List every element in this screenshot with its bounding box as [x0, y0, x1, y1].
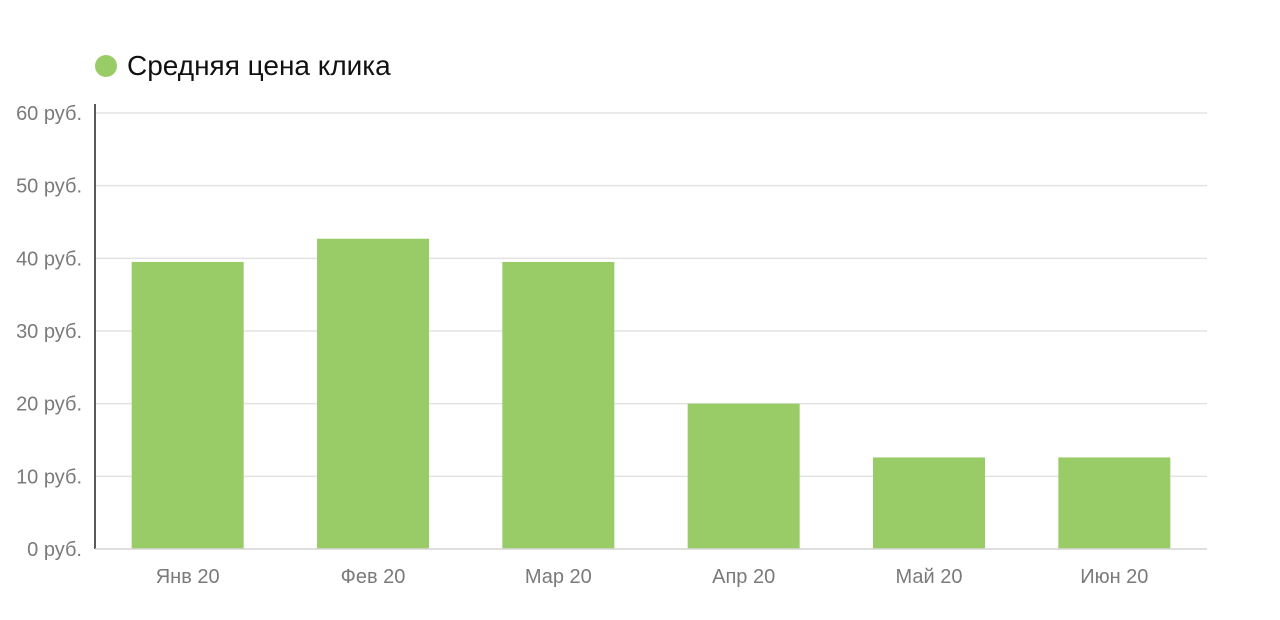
y-tick-label: 50 руб.: [16, 176, 82, 198]
x-tick-label: Мар 20: [525, 566, 592, 588]
legend[interactable]: Средняя цена клика: [95, 50, 391, 82]
x-tick-label: Янв 20: [156, 566, 220, 588]
y-tick-label: 0 руб.: [27, 539, 82, 561]
y-tick-label: 30 руб.: [16, 321, 82, 343]
legend-marker-icon: [95, 55, 117, 77]
y-tick-label: 60 руб.: [16, 103, 82, 125]
bar: [873, 457, 985, 549]
bar: [502, 261, 615, 549]
bar: [1058, 457, 1171, 549]
x-tick-label: Июн 20: [1080, 566, 1148, 588]
bar: [131, 261, 244, 549]
y-tick-label: 40 руб.: [16, 248, 82, 270]
x-tick-label: Фев 20: [341, 566, 406, 588]
bar: [687, 403, 800, 549]
y-tick-label: 20 руб.: [16, 394, 82, 416]
x-tick-label: Май 20: [896, 566, 963, 588]
y-tick-label: 10 руб.: [16, 466, 82, 488]
bar: [317, 238, 429, 550]
legend-label: Средняя цена клика: [127, 50, 391, 81]
x-tick-label: Апр 20: [712, 566, 775, 588]
